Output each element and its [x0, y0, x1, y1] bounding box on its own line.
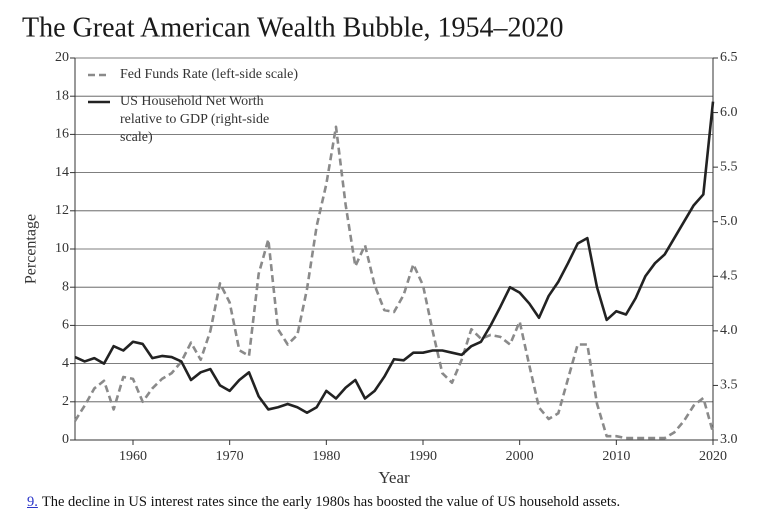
x-tick-label: 1960	[119, 449, 147, 464]
y-tick-label: 6	[62, 318, 69, 333]
y-tick-label: 16	[55, 127, 69, 142]
caption: 9. The decline in US interest rates since…	[27, 494, 620, 511]
y2-tick-label: 5.5	[720, 159, 738, 174]
legend-label: US Household Net Worth relative to GDP (…	[120, 94, 270, 145]
caption-number[interactable]: 9.	[27, 494, 38, 510]
caption-text: The decline in US interest rates since t…	[41, 494, 621, 510]
y-tick-label: 12	[55, 203, 69, 218]
x-tick-label: 2010	[602, 449, 630, 464]
y-tick-label: 18	[55, 88, 69, 103]
x-tick-label: 1980	[312, 449, 340, 464]
y2-tick-label: 3.5	[720, 378, 738, 393]
y2-tick-label: 3.0	[720, 432, 738, 447]
y-tick-label: 8	[62, 279, 69, 294]
y2-tick-label: 4.5	[720, 269, 738, 284]
y-tick-label: 0	[62, 432, 69, 447]
y2-tick-label: 6.5	[720, 50, 738, 65]
series-line	[73, 125, 715, 440]
y-tick-label: 2	[62, 394, 69, 409]
x-axis-label: Year	[378, 468, 410, 487]
chart-title: The Great American Wealth Bubble, 1954–2…	[22, 12, 564, 43]
y-tick-label: 4	[62, 356, 69, 371]
series-line	[74, 101, 715, 415]
legend-label: Fed Funds Rate (left-side scale)	[120, 67, 299, 82]
y-axis-label: Percentage	[23, 214, 40, 284]
y-tick-label: 10	[55, 241, 69, 256]
chart: The Great American Wealth Bubble, 1954–2…	[22, 12, 738, 487]
y2-tick-label: 5.0	[720, 214, 738, 229]
x-tick-label: 1990	[409, 449, 437, 464]
y2-tick-label: 4.0	[720, 323, 738, 338]
x-tick-label: 2000	[506, 449, 534, 464]
x-tick-label: 2020	[699, 449, 727, 464]
y-tick-label: 20	[55, 50, 69, 65]
x-tick-label: 1970	[216, 449, 244, 464]
y-tick-label: 14	[55, 165, 69, 180]
y2-tick-label: 6.0	[720, 105, 738, 120]
